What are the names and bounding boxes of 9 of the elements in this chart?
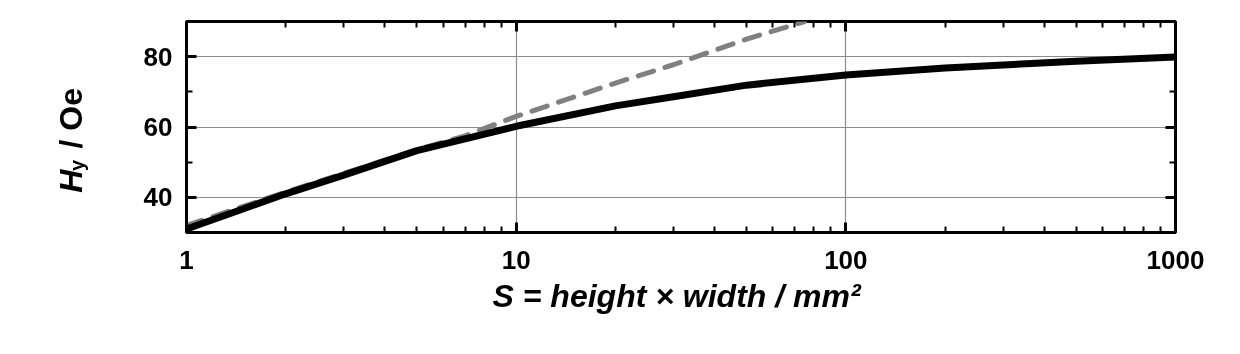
x-tick-label: 1 <box>179 244 194 275</box>
y-axis-title: Hy / Oe <box>52 88 89 193</box>
x-tick-label: 10 <box>501 244 531 275</box>
x-tick-label: 100 <box>824 244 868 275</box>
y-tick-label: 40 <box>143 182 173 213</box>
y-tick-label: 60 <box>143 112 173 142</box>
x-axis-title: S = height × width / mm² <box>492 277 862 314</box>
y-tick-label: 80 <box>143 41 173 72</box>
x-tick-label: 1000 <box>1146 244 1205 275</box>
